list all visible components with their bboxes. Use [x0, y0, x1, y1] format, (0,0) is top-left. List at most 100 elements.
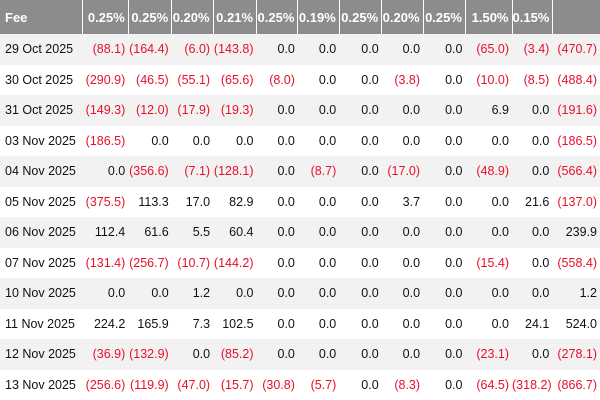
value-cell: 0.0: [318, 42, 337, 57]
value-cell: (318.2): [512, 377, 552, 392]
value-cell: (30.8): [262, 377, 295, 392]
value-cell: 0.0: [192, 133, 211, 148]
table-header: Fee 0.25% 0.25% 0.20% 0.21% 0.25% 0.19% 0.25% 0.…: [0, 0, 600, 34]
value-cell: (17.9): [177, 103, 211, 118]
value-cell: (866.7): [557, 377, 597, 392]
value-cell: (3.8): [394, 72, 421, 87]
column-header-fee: Fee: [0, 0, 84, 34]
value-cell: 0.0: [402, 103, 421, 118]
value-cell: (23.1): [476, 347, 509, 362]
value-cell: (375.5): [85, 194, 126, 209]
value-cell: 0.0: [277, 225, 295, 240]
value-cell: 0.0: [318, 225, 337, 240]
value-cell: (119.9): [130, 377, 169, 392]
value-cell: 0.0: [402, 133, 421, 148]
value-cell: 0.0: [445, 133, 463, 148]
value-cell: (132.9): [129, 347, 169, 362]
value-cell: 0.0: [277, 347, 295, 362]
value-cell: 24.1: [525, 316, 550, 331]
value-cell: 0.0: [445, 316, 463, 331]
value-cell: (144.2): [213, 255, 254, 270]
value-cell: 0.0: [445, 72, 463, 87]
value-cell: (19.3): [220, 103, 254, 118]
row-date-cell: 10 Nov 2025: [5, 286, 76, 301]
row-date-cell: 07 Nov 2025: [5, 255, 76, 270]
value-cell: (10.0): [476, 72, 509, 87]
value-cell: 0.0: [445, 103, 463, 118]
table-row: 05 Nov 2025 (375.5) 113.3 17.0 82.9 0.0 0.0 0.0…: [0, 186, 600, 217]
value-cell: 0.0: [531, 255, 550, 270]
table-row: 29 Oct 2025 (88.1) (164.4) (6.0) (143.8) 0.0 0…: [0, 34, 600, 65]
value-cell: 6.9: [491, 103, 509, 118]
value-cell: (36.9): [92, 347, 126, 362]
row-date-cell: 13 Nov 2025: [5, 377, 76, 392]
value-cell: 60.4: [229, 225, 254, 240]
value-cell: 0.0: [445, 194, 463, 209]
value-cell: (3.4): [523, 42, 550, 57]
row-date-cell: 29 Oct 2025: [5, 42, 74, 57]
value-cell: (256.6): [85, 377, 126, 392]
value-cell: 0.0: [277, 164, 295, 179]
value-cell: (278.1): [557, 347, 597, 362]
value-cell: 0.0: [151, 133, 169, 148]
value-cell: 113.3: [138, 194, 169, 209]
value-cell: 0.0: [361, 377, 379, 392]
table-row: 03 Nov 2025 (186.5) 0.0 0.0 0.0 0.0 0.0 0.0 0.0 0…: [0, 125, 600, 156]
table-row: 30 Oct 2025 (290.9) (46.5) (55.1) (65.6) (8.0…: [0, 64, 600, 95]
value-cell: (64.5): [476, 377, 509, 392]
value-cell: 0.0: [531, 347, 550, 362]
table-row: 13 Nov 2025 (256.6) (119.9) (47.0) (15.7) (30…: [0, 369, 600, 400]
value-cell: 165.9: [137, 316, 169, 331]
value-cell: 0.0: [318, 133, 337, 148]
header-row: Fee 0.25% 0.25% 0.20% 0.21% 0.25% 0.19% 0.25% 0.…: [0, 0, 600, 34]
value-cell: (85.2): [220, 347, 254, 362]
table-row: 04 Nov 2025 0.0 (356.6) (7.1) (128.1) 0.0 (8.7…: [0, 156, 600, 187]
table-row: 11 Nov 2025 224.2 165.9 7.3 102.5 0.0 0.0 0.0 0.…: [0, 308, 600, 339]
value-cell: 0.0: [491, 225, 509, 240]
value-cell: (7.1): [184, 164, 211, 179]
value-cell: 0.0: [151, 286, 169, 301]
value-cell: 1.2: [579, 286, 597, 301]
value-cell: (8.7): [310, 164, 337, 179]
value-cell: 0.0: [361, 194, 379, 209]
value-cell: 0.0: [318, 316, 337, 331]
value-cell: (131.4): [85, 255, 126, 270]
value-cell: 239.9: [565, 225, 597, 240]
column-header: 0.15%: [512, 0, 553, 34]
value-cell: 0.0: [361, 103, 379, 118]
column-header: 0.25%: [423, 0, 466, 34]
row-date-cell: 04 Nov 2025: [5, 164, 76, 179]
value-cell: (55.1): [177, 72, 211, 87]
value-cell: 0.0: [277, 316, 295, 331]
value-cell: 0.0: [277, 133, 295, 148]
value-cell: (149.3): [85, 103, 126, 118]
value-cell: 0.0: [531, 103, 550, 118]
value-cell: (8.0): [269, 72, 295, 87]
row-date-cell: 12 Nov 2025: [5, 347, 76, 362]
table-row: 31 Oct 2025 (149.3) (12.0) (17.9) (19.3) 0.0 0…: [0, 95, 600, 126]
column-header: 0.19%: [297, 0, 340, 34]
value-cell: 7.3: [192, 316, 211, 331]
value-cell: (12.0): [136, 103, 169, 118]
value-cell: 0.0: [491, 316, 509, 331]
value-cell: 0.0: [318, 194, 337, 209]
value-cell: (6.0): [184, 42, 211, 57]
value-cell: 0.0: [361, 255, 379, 270]
value-cell: 0.0: [445, 255, 463, 270]
row-date-cell: 31 Oct 2025: [5, 103, 74, 118]
value-cell: 0.0: [277, 255, 295, 270]
value-cell: 0.0: [361, 72, 379, 87]
value-cell: (186.5): [557, 133, 597, 148]
row-date-cell: 11 Nov 2025: [5, 316, 75, 331]
value-cell: (470.7): [557, 42, 597, 57]
value-cell: 0.0: [318, 255, 337, 270]
value-cell: (15.7): [220, 377, 254, 392]
value-cell: (137.0): [557, 194, 597, 209]
value-cell: (164.4): [129, 42, 169, 57]
value-cell: 0.0: [445, 164, 463, 179]
value-cell: 0.0: [318, 286, 337, 301]
value-cell: (566.4): [557, 164, 597, 179]
column-header: 1.50%: [465, 0, 513, 34]
value-cell: 0.0: [531, 286, 550, 301]
